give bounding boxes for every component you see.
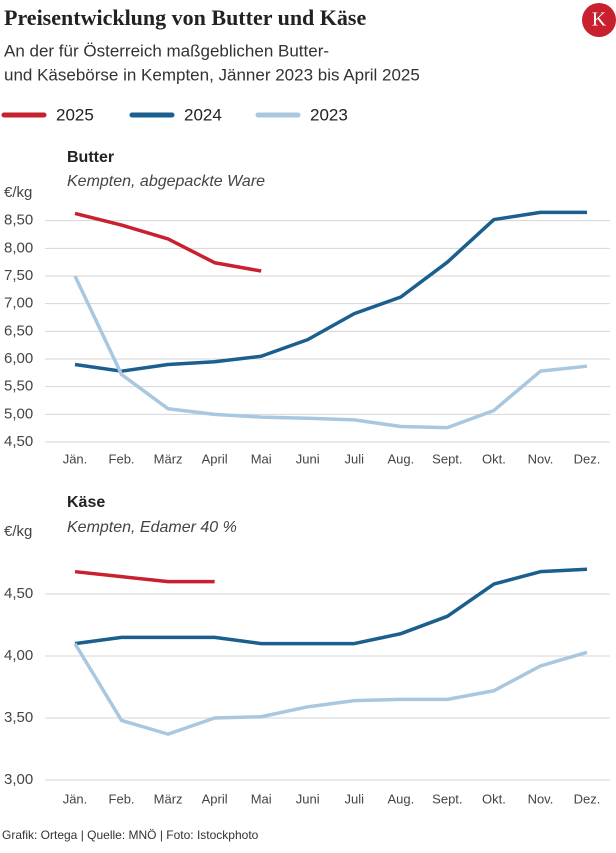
x-tick-label: Nov. bbox=[528, 451, 554, 466]
series-line bbox=[74, 210, 587, 373]
y-tick-label: 3,50 bbox=[4, 709, 33, 726]
x-tick-label: Okt. bbox=[482, 791, 506, 806]
legend-label: 2024 bbox=[184, 105, 222, 124]
source: Grafik: Ortega | Quelle: MNÖ | Foto: Ist… bbox=[2, 828, 259, 842]
x-tick-label: Juni bbox=[296, 791, 320, 806]
series-line: 2025 bbox=[74, 569, 215, 584]
y-tick-label: 7,50 bbox=[4, 267, 33, 284]
x-tick-label: April bbox=[202, 791, 228, 806]
series-line bbox=[73, 275, 588, 430]
y-tick-label: 6,50 bbox=[4, 322, 33, 339]
x-tick-label: Aug. bbox=[387, 451, 414, 466]
y-tick-label: 5,00 bbox=[4, 405, 33, 422]
y-tick-label: 4,50 bbox=[4, 433, 33, 450]
legend-label: 2023 bbox=[310, 105, 348, 124]
logo-circle bbox=[582, 3, 616, 37]
x-tick-label: Juli bbox=[345, 791, 365, 806]
x-tick-label: März bbox=[154, 791, 183, 806]
y-axis-label: €/kg bbox=[4, 523, 32, 540]
y-tick-label: 4,00 bbox=[4, 647, 33, 664]
title: Preisentwicklung von Butter und Käse bbox=[4, 5, 366, 30]
x-tick-label: Mai bbox=[251, 451, 272, 466]
y-tick-label: 8,00 bbox=[4, 239, 33, 256]
chart-subtitle: Kempten, abgepackte Ware bbox=[67, 173, 265, 190]
x-tick-label: Sept. bbox=[432, 791, 462, 806]
x-tick-label: Feb. bbox=[109, 791, 135, 806]
series-line: 2023 bbox=[73, 642, 588, 736]
x-tick-label: Nov. bbox=[528, 791, 554, 806]
subtitle: und Käsebörse in Kempten, Jänner 2023 bi… bbox=[4, 65, 420, 84]
x-tick-label: Jän. bbox=[63, 451, 88, 466]
chart-subtitle: Kempten, Edamer 40 % bbox=[67, 519, 237, 536]
x-tick-label: Okt. bbox=[482, 451, 506, 466]
x-tick-label: Aug. bbox=[387, 791, 414, 806]
logo: K bbox=[592, 9, 607, 31]
y-tick-label: 6,00 bbox=[4, 350, 33, 367]
legend-label: 2025 bbox=[56, 105, 94, 124]
x-tick-label: Dez. bbox=[574, 791, 601, 806]
y-tick-label: 3,00 bbox=[4, 771, 33, 788]
subtitle: An der für Österreich maßgeblichen Butte… bbox=[4, 41, 329, 60]
x-tick-label: Feb. bbox=[109, 451, 135, 466]
series-line bbox=[74, 211, 262, 273]
y-tick-label: 5,50 bbox=[4, 378, 33, 395]
x-tick-label: März bbox=[154, 451, 183, 466]
x-tick-label: Jän. bbox=[63, 791, 88, 806]
y-tick-label: 7,00 bbox=[4, 295, 33, 312]
y-tick-label: 8,50 bbox=[4, 212, 33, 229]
x-tick-label: Juni bbox=[296, 451, 320, 466]
y-axis-label: €/kg bbox=[4, 184, 32, 201]
x-tick-label: Juli bbox=[345, 451, 365, 466]
x-tick-label: Sept. bbox=[432, 451, 462, 466]
x-tick-label: Dez. bbox=[574, 451, 601, 466]
series-line: 2024 bbox=[74, 567, 588, 646]
x-tick-label: Mai bbox=[251, 791, 272, 806]
chart-title: Käse bbox=[67, 494, 105, 511]
x-tick-label: April bbox=[202, 451, 228, 466]
y-tick-label: 4,50 bbox=[4, 585, 33, 602]
chart-title: Butter bbox=[67, 149, 114, 166]
